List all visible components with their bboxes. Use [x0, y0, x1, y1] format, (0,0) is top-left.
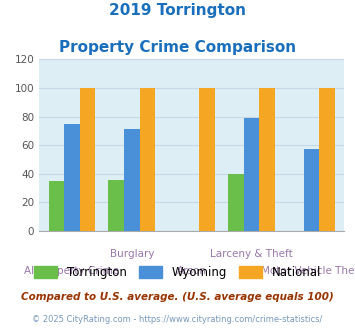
Bar — [140, 88, 155, 231]
Bar — [124, 129, 140, 231]
Text: Larceny & Theft: Larceny & Theft — [210, 249, 293, 259]
Bar — [244, 118, 260, 231]
Bar — [304, 149, 319, 231]
Bar — [80, 88, 95, 231]
Bar — [109, 180, 124, 231]
Text: Burglary: Burglary — [110, 249, 154, 259]
Bar — [64, 124, 80, 231]
Text: All Property Crime: All Property Crime — [24, 266, 120, 276]
Legend: Torrington, Wyoming, National: Torrington, Wyoming, National — [29, 262, 326, 284]
Bar — [49, 181, 64, 231]
Text: 2019 Torrington: 2019 Torrington — [109, 3, 246, 18]
Bar — [200, 88, 215, 231]
Text: Property Crime Comparison: Property Crime Comparison — [59, 40, 296, 54]
Text: Motor Vehicle Theft: Motor Vehicle Theft — [261, 266, 355, 276]
Bar — [260, 88, 275, 231]
Text: © 2025 CityRating.com - https://www.cityrating.com/crime-statistics/: © 2025 CityRating.com - https://www.city… — [32, 315, 323, 324]
Text: Arson: Arson — [177, 266, 207, 276]
Bar — [319, 88, 335, 231]
Text: Compared to U.S. average. (U.S. average equals 100): Compared to U.S. average. (U.S. average … — [21, 292, 334, 302]
Bar — [228, 174, 244, 231]
